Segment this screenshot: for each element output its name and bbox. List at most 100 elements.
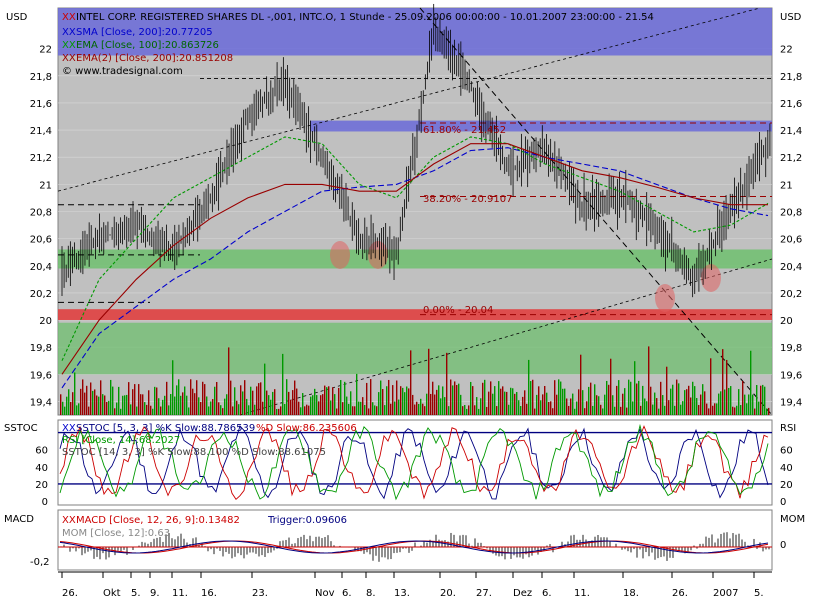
volume-bar [688,385,690,415]
volume-bar [624,388,626,415]
volume-bar [538,386,540,415]
y-tick-label-left: 20 [39,316,52,327]
support-band [58,249,772,269]
volume-bar [584,408,586,415]
volume-bar [668,400,670,415]
volume-bar [266,390,268,415]
volume-bar [408,388,410,415]
mom-bar [84,547,86,554]
volume-bar [330,400,332,415]
volume-bar [734,407,736,415]
volume-bar [492,393,494,415]
mom-bar [489,547,491,552]
volume-bar [700,394,702,415]
volume-bar [148,390,150,415]
mom-bar [183,538,185,547]
legend-ema-marker[interactable]: XX [62,40,76,51]
volume-bar [84,392,86,415]
title-marker[interactable]: XX [62,12,76,23]
volume-bar [422,403,424,415]
mom-bar [540,547,542,552]
mom-bar [192,538,194,547]
mom-bar [393,547,395,554]
volume-bar [662,395,664,415]
volume-bar [300,407,302,415]
sstoc-legend-marker[interactable]: XX [62,423,76,434]
volume-bar [574,408,576,415]
volume-bar [88,406,90,415]
mom-bar [399,547,401,553]
mom-bar [162,541,164,547]
legend-ema2-marker[interactable]: XX [62,53,76,64]
volume-bar [678,383,680,415]
x-tick-label: 6. [542,588,552,599]
sstoc-legend-second: SSTOC [14, 3, 3] %K Slow:88.100 %D Slow:… [62,447,326,458]
mom-bar [261,547,263,556]
y-tick-label-left: 21,6 [30,99,52,110]
volume-bar [528,359,530,415]
mom-bar [753,538,755,547]
mom-bar [174,539,176,547]
volume-bar [130,404,132,415]
volume-bar [138,384,140,415]
zero-fib-band [58,309,772,321]
volume-bar [262,401,264,415]
y-tick-label-right: 20 [780,316,793,327]
volume-bar [452,385,454,415]
volume-bar [106,401,108,415]
mom-bar [123,547,125,550]
volume-bar [740,405,742,415]
mom-bar [321,538,323,547]
volume-bar [96,395,98,415]
volume-bar [554,380,556,415]
mom-bar [624,547,626,550]
volume-bar [512,388,514,415]
volume-bar [526,403,528,415]
volume-bar [336,408,338,415]
volume-bar [312,395,314,415]
volume-bar [470,381,472,415]
mom-bar [420,545,422,547]
volume-bar [390,403,392,415]
sstoc-y-ticks: 60 60 40 40 20 20 0 0 [35,446,792,508]
volume-bar [68,389,70,415]
mom-bar [144,542,146,547]
mom-bar [63,544,65,547]
mom-bar [201,543,203,547]
x-tick-label: 6. [342,588,352,599]
volume-bar [730,386,732,415]
mom-bar [378,547,380,562]
mom-bar [465,535,467,547]
volume-bar [616,385,618,415]
volume-bar [360,401,362,415]
legend-sma-marker[interactable]: XX [62,27,76,38]
volume-bar [482,382,484,415]
volume-bar [746,403,748,415]
volume-bar [260,382,262,415]
volume-bar [220,405,222,415]
volume-bar [572,393,574,415]
volume-bar [448,406,450,415]
y-tick-label-right: 20,6 [780,235,802,246]
volume-bar [398,399,400,415]
mom-bar [117,547,119,551]
mom-bar [225,547,227,553]
volume-bar [580,354,582,415]
volume-bar [566,398,568,415]
volume-bar [484,379,486,415]
mom-bar [396,547,398,553]
volume-bar [248,405,250,415]
x-tick-label: 16. [201,588,217,599]
volume-bar [676,379,678,415]
mom-bar [441,540,443,547]
mom-bar [570,535,572,547]
macd-legend-marker[interactable]: XX [62,515,76,526]
trigger-line [59,540,769,554]
volume-bar [188,407,190,415]
price-panel: 22 22 21,8 21,8 21,6 21,6 21,4 21,4 21,2 21,2 21 21… [6,3,802,416]
sstoc-plot-area [57,419,773,506]
x-tick-label: 26. [672,588,688,599]
mom-bar [639,547,641,550]
mom-bar [648,547,650,557]
mom-bar [69,547,71,552]
